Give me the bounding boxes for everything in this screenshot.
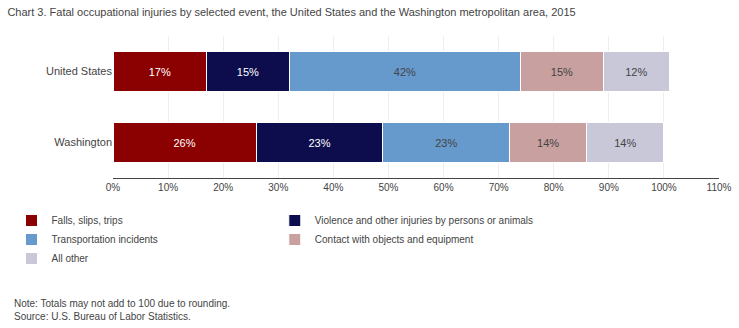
- svg-text:10%: 10%: [158, 182, 178, 193]
- svg-text:80%: 80%: [544, 182, 564, 193]
- svg-text:15%: 15%: [237, 66, 259, 78]
- svg-text:15%: 15%: [551, 66, 573, 78]
- svg-text:23%: 23%: [308, 137, 330, 149]
- svg-text:All other: All other: [52, 253, 89, 264]
- svg-text:70%: 70%: [489, 182, 509, 193]
- svg-text:12%: 12%: [625, 66, 647, 78]
- svg-text:26%: 26%: [174, 137, 196, 149]
- svg-text:90%: 90%: [599, 182, 619, 193]
- svg-text:Washington: Washington: [54, 136, 112, 148]
- svg-text:110%: 110%: [707, 182, 732, 193]
- svg-text:40%: 40%: [323, 182, 343, 193]
- svg-text:20%: 20%: [213, 182, 233, 193]
- svg-text:0%: 0%: [106, 182, 121, 193]
- svg-text:14%: 14%: [614, 137, 636, 149]
- svg-text:50%: 50%: [378, 182, 398, 193]
- svg-text:23%: 23%: [435, 137, 457, 149]
- svg-text:Falls, slips, trips: Falls, slips, trips: [52, 215, 123, 226]
- svg-text:42%: 42%: [394, 66, 416, 78]
- svg-text:Note: Totals may not add to 10: Note: Totals may not add to 100 due to r…: [14, 298, 230, 322]
- svg-text:United States: United States: [46, 65, 113, 77]
- svg-text:Transportation incidents: Transportation incidents: [52, 234, 158, 245]
- svg-text:14%: 14%: [537, 137, 559, 149]
- svg-text:17%: 17%: [149, 66, 171, 78]
- svg-text:Chart 3. Fatal occupational in: Chart 3. Fatal occupational injuries by …: [7, 6, 575, 18]
- svg-text:100%: 100%: [651, 182, 677, 193]
- svg-text:60%: 60%: [434, 182, 454, 193]
- svg-text:30%: 30%: [268, 182, 288, 193]
- svg-text:Violence and other injuries by: Violence and other injuries by persons o…: [315, 215, 533, 226]
- svg-text:Contact with objects and equip: Contact with objects and equipment: [315, 234, 474, 245]
